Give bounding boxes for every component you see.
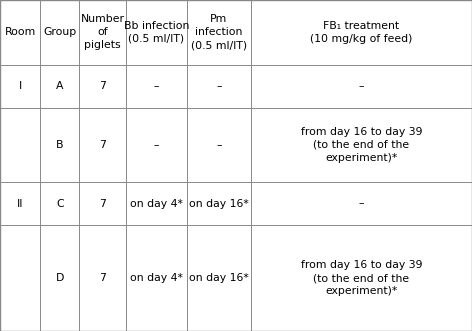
Text: on day 4*: on day 4* (130, 273, 183, 283)
Text: C: C (56, 199, 64, 209)
Text: Room: Room (4, 27, 36, 37)
Text: –: – (359, 81, 364, 91)
Text: on day 16*: on day 16* (189, 199, 249, 209)
Text: 7: 7 (99, 199, 106, 209)
Text: FB₁ treatment
(10 mg/kg of feed): FB₁ treatment (10 mg/kg of feed) (310, 21, 413, 44)
Text: Number
of
piglets: Number of piglets (80, 14, 125, 50)
Text: I: I (18, 81, 22, 91)
Text: on day 16*: on day 16* (189, 273, 249, 283)
Text: B: B (56, 140, 63, 150)
Text: Group: Group (43, 27, 76, 37)
Text: A: A (56, 81, 63, 91)
Text: 7: 7 (99, 81, 106, 91)
Text: –: – (153, 81, 159, 91)
Text: 7: 7 (99, 140, 106, 150)
Text: Pm
infection
(0.5 ml/IT): Pm infection (0.5 ml/IT) (191, 14, 247, 50)
Text: II: II (17, 199, 23, 209)
Text: D: D (56, 273, 64, 283)
Text: from day 16 to day 39
(to the end of the
experiment)*: from day 16 to day 39 (to the end of the… (301, 260, 422, 296)
Text: on day 4*: on day 4* (130, 199, 183, 209)
Text: –: – (153, 140, 159, 150)
Text: 7: 7 (99, 273, 106, 283)
Text: –: – (216, 81, 221, 91)
Text: from day 16 to day 39
(to the end of the
experiment)*: from day 16 to day 39 (to the end of the… (301, 127, 422, 163)
Text: Bb infection
(0.5 ml/IT): Bb infection (0.5 ml/IT) (124, 21, 189, 44)
Text: –: – (359, 199, 364, 209)
Text: –: – (216, 140, 221, 150)
